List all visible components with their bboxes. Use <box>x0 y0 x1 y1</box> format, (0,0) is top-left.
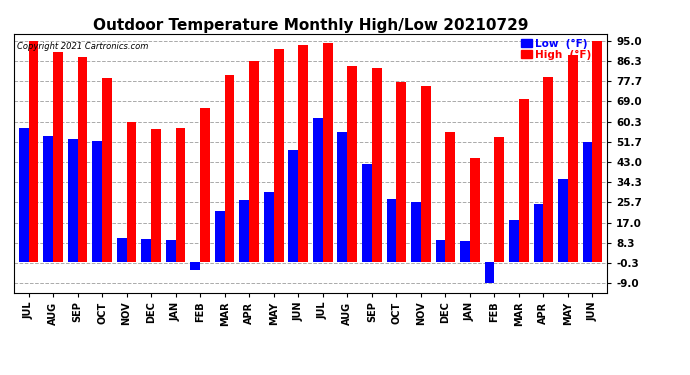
Bar <box>141 239 151 262</box>
Bar <box>435 240 445 262</box>
Bar <box>323 43 333 262</box>
Bar <box>372 68 382 262</box>
Bar <box>509 220 519 262</box>
Bar <box>347 66 357 262</box>
Bar <box>519 99 529 262</box>
Bar <box>126 122 137 262</box>
Bar <box>337 132 347 262</box>
Bar <box>386 199 396 262</box>
Bar <box>288 150 298 262</box>
Bar <box>68 139 77 262</box>
Bar <box>558 180 568 262</box>
Bar <box>445 132 455 262</box>
Bar <box>533 204 544 262</box>
Bar <box>593 41 602 262</box>
Bar <box>470 159 480 262</box>
Bar <box>239 200 249 262</box>
Bar <box>19 128 28 262</box>
Bar <box>190 262 200 270</box>
Bar <box>421 86 431 262</box>
Bar <box>92 141 102 262</box>
Text: Copyright 2021 Cartronics.com: Copyright 2021 Cartronics.com <box>17 42 148 51</box>
Bar <box>53 53 63 262</box>
Bar <box>396 81 406 262</box>
Legend: Low  (°F), High  (°F): Low (°F), High (°F) <box>519 36 593 62</box>
Bar <box>460 241 470 262</box>
Bar <box>225 75 235 262</box>
Bar <box>28 41 39 262</box>
Bar <box>274 49 284 262</box>
Title: Outdoor Temperature Monthly High/Low 20210729: Outdoor Temperature Monthly High/Low 202… <box>92 18 529 33</box>
Bar <box>215 211 225 262</box>
Bar <box>43 136 53 262</box>
Bar <box>117 238 126 262</box>
Bar <box>200 108 210 262</box>
Bar <box>484 262 495 283</box>
Bar <box>411 202 421 262</box>
Bar <box>298 45 308 262</box>
Bar <box>176 128 186 262</box>
Bar <box>249 60 259 262</box>
Bar <box>362 164 372 262</box>
Bar <box>151 129 161 262</box>
Bar <box>313 118 323 262</box>
Bar <box>264 192 274 262</box>
Bar <box>166 240 176 262</box>
Bar <box>568 55 578 262</box>
Bar <box>582 142 593 262</box>
Bar <box>77 57 88 262</box>
Bar <box>495 138 504 262</box>
Bar <box>102 78 112 262</box>
Bar <box>544 77 553 262</box>
